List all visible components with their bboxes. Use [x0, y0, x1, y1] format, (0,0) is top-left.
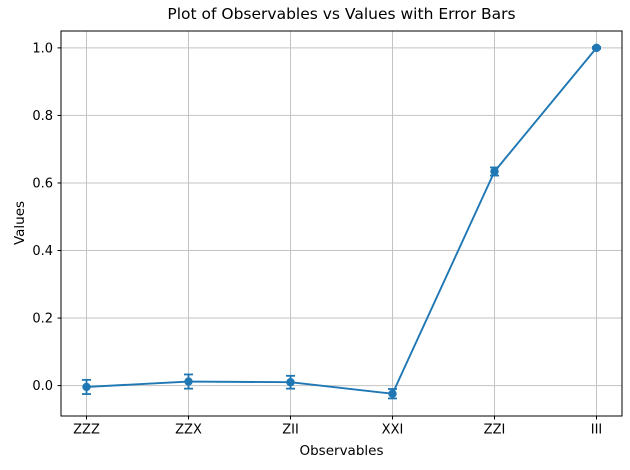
- data-point-marker: [82, 382, 91, 392]
- x-axis-label: Observables: [299, 443, 384, 459]
- data-point-marker: [592, 43, 601, 53]
- x-tick-label: XXI: [382, 423, 404, 438]
- y-tick-label: 0.0: [32, 379, 53, 394]
- data-point-marker: [388, 389, 397, 398]
- data-point-marker: [184, 377, 193, 386]
- data-line: [85, 46, 598, 395]
- data-point-marker: [286, 378, 295, 387]
- data-point-marker: [490, 167, 499, 176]
- y-tick-label: 0.8: [32, 109, 53, 124]
- x-tick-label: ZII: [282, 423, 299, 438]
- y-tick-label: 0.2: [32, 312, 53, 327]
- x-tick-label: III: [591, 423, 603, 438]
- chart-title: Plot of Observables vs Values with Error…: [167, 5, 516, 23]
- y-tick-label: 0.4: [32, 244, 53, 259]
- y-tick-label: 1.0: [32, 41, 53, 56]
- x-tick-label: ZZX: [175, 423, 202, 438]
- y-tick-label: 0.6: [32, 176, 53, 191]
- y-axis-label: Values: [12, 200, 28, 246]
- x-tick-label: ZZI: [484, 423, 506, 438]
- x-tick-label: ZZZ: [73, 423, 100, 438]
- axes-spines: [60, 30, 623, 417]
